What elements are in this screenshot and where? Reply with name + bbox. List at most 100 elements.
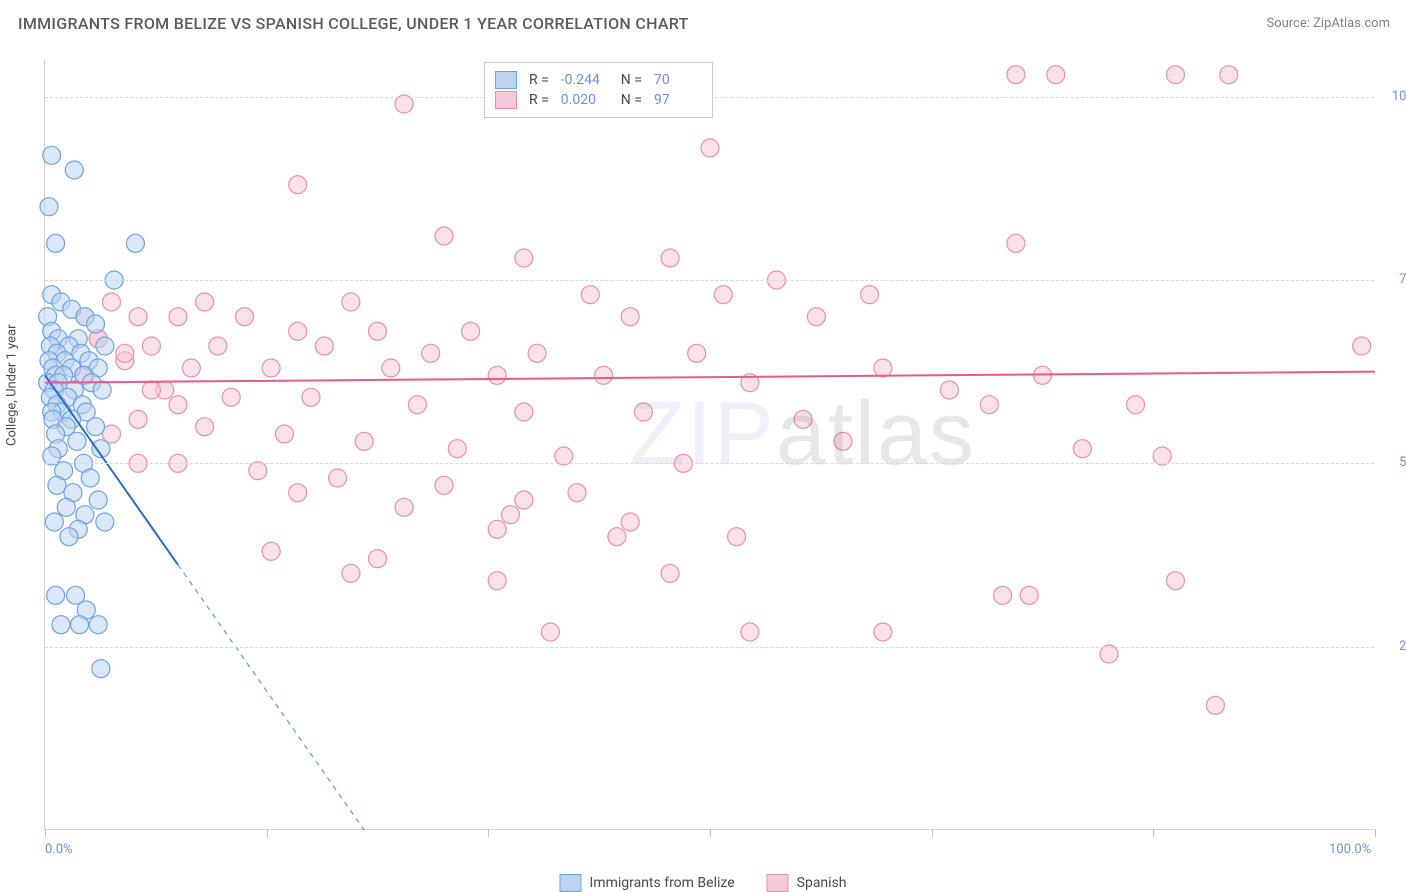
scatter-point	[47, 234, 65, 252]
scatter-point	[142, 337, 160, 355]
x-tick	[932, 829, 933, 837]
y-tick-label: 75.0%	[1399, 272, 1406, 287]
plot-box: ZIPatlas 25.0%50.0%75.0%100.0%0.0%100.0%	[44, 60, 1374, 830]
scatter-point	[342, 293, 360, 311]
source-label: Source:	[1266, 16, 1313, 31]
n-value: 70	[654, 72, 702, 88]
scatter-point	[52, 616, 70, 634]
scatter-point	[249, 462, 267, 480]
scatter-point	[448, 440, 466, 458]
scatter-point	[169, 396, 187, 414]
y-axis-title: College, Under 1 year	[5, 324, 20, 446]
scatter-point	[661, 564, 679, 582]
legend-swatch	[495, 71, 517, 89]
scatter-point	[209, 337, 227, 355]
scatter-point	[87, 315, 105, 333]
scatter-point	[142, 381, 160, 399]
scatter-point	[196, 293, 214, 311]
y-tick-label: 100.0%	[1392, 89, 1406, 104]
plot-svg	[45, 60, 1374, 829]
scatter-point	[40, 198, 58, 216]
scatter-point	[834, 432, 852, 450]
scatter-point	[116, 344, 134, 362]
x-tick-label: 100.0%	[1329, 842, 1371, 857]
trend-line-extrapolated	[178, 565, 364, 830]
x-tick	[1375, 829, 1376, 837]
scatter-point	[1206, 696, 1224, 714]
scatter-point	[355, 432, 373, 450]
scatter-point	[688, 344, 706, 362]
series-legend: Immigrants from Belize Spanish	[559, 874, 846, 892]
r-value: -0.244	[561, 72, 609, 88]
scatter-point	[89, 616, 107, 634]
r-label: R =	[529, 92, 549, 108]
scatter-point	[315, 337, 333, 355]
scatter-point	[369, 322, 387, 340]
scatter-point	[96, 513, 114, 531]
scatter-point	[488, 520, 506, 538]
scatter-point	[462, 322, 480, 340]
scatter-point	[48, 476, 66, 494]
scatter-point	[395, 498, 413, 516]
scatter-point	[581, 286, 599, 304]
n-label: N =	[621, 72, 642, 88]
legend-item: Immigrants from Belize	[559, 874, 734, 892]
scatter-point	[621, 513, 639, 531]
scatter-point	[43, 447, 61, 465]
scatter-point	[1047, 66, 1065, 84]
scatter-point	[87, 418, 105, 436]
scatter-point	[289, 176, 307, 194]
scatter-point	[96, 337, 114, 355]
scatter-point	[129, 410, 147, 428]
scatter-point	[60, 528, 78, 546]
scatter-point	[661, 249, 679, 267]
chart-title: IMMIGRANTS FROM BELIZE VS SPANISH COLLEG…	[18, 14, 689, 33]
y-tick-label: 25.0%	[1399, 639, 1406, 654]
scatter-point	[980, 396, 998, 414]
scatter-point	[874, 623, 892, 641]
x-tick	[45, 829, 46, 837]
scatter-point	[568, 484, 586, 502]
scatter-point	[435, 227, 453, 245]
scatter-point	[861, 286, 879, 304]
legend-swatch	[495, 91, 517, 109]
scatter-point	[541, 623, 559, 641]
scatter-point	[57, 498, 75, 516]
scatter-point	[329, 469, 347, 487]
source-link[interactable]: ZipAtlas.com	[1313, 16, 1390, 31]
scatter-point	[408, 396, 426, 414]
scatter-point	[515, 403, 533, 421]
scatter-point	[169, 308, 187, 326]
x-tick	[710, 829, 711, 837]
x-tick-label: 0.0%	[45, 842, 73, 857]
scatter-point	[289, 484, 307, 502]
scatter-point	[342, 564, 360, 582]
scatter-point	[89, 491, 107, 509]
legend-item: Spanish	[767, 874, 847, 892]
scatter-point	[275, 425, 293, 443]
scatter-point	[129, 308, 147, 326]
scatter-point	[422, 344, 440, 362]
scatter-point	[1167, 572, 1185, 590]
scatter-point	[103, 293, 121, 311]
scatter-point	[488, 366, 506, 384]
scatter-point	[382, 359, 400, 377]
scatter-point	[635, 403, 653, 421]
scatter-point	[93, 381, 111, 399]
scatter-point	[1007, 66, 1025, 84]
legend-swatch	[767, 874, 789, 892]
grid-line	[45, 463, 1374, 464]
trend-line	[45, 372, 1375, 383]
scatter-point	[222, 388, 240, 406]
scatter-point	[47, 586, 65, 604]
scatter-point	[289, 322, 307, 340]
x-tick	[267, 829, 268, 837]
grid-line	[45, 280, 1374, 281]
scatter-point	[182, 359, 200, 377]
scatter-point	[515, 249, 533, 267]
scatter-point	[502, 506, 520, 524]
x-tick	[1153, 829, 1154, 837]
scatter-point	[369, 550, 387, 568]
scatter-point	[81, 469, 99, 487]
scatter-point	[794, 410, 812, 428]
